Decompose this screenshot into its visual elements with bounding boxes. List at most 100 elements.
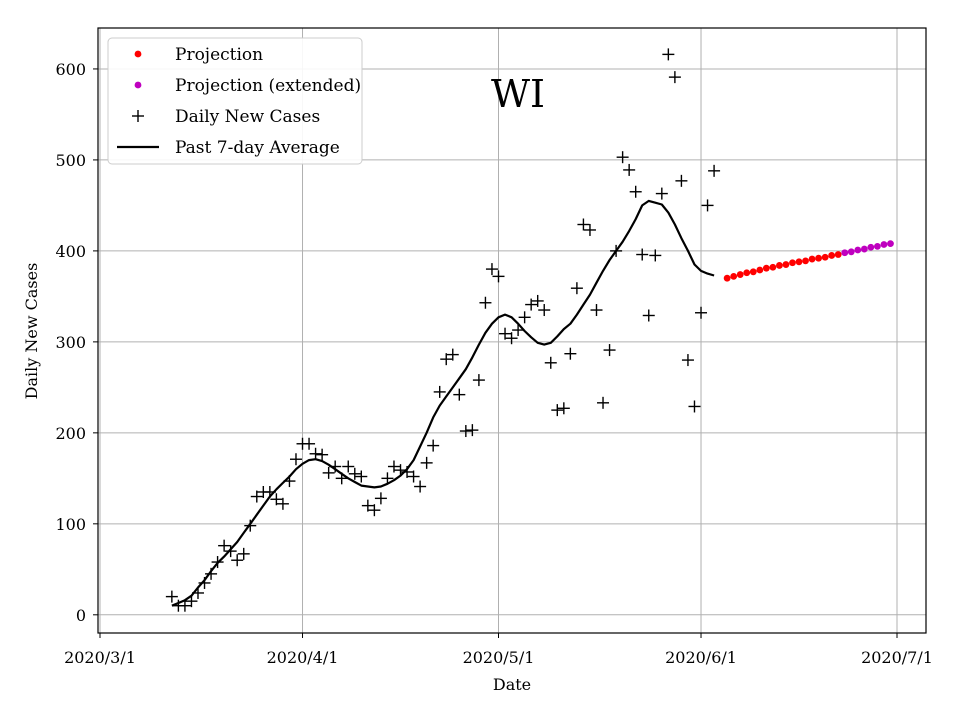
projection-point [730, 272, 738, 280]
daily-case-point [531, 294, 544, 307]
x-tick-label: 2020/3/1 [64, 648, 136, 667]
daily-case-point [250, 490, 263, 503]
daily-case-point [629, 185, 642, 198]
daily-case-point [289, 453, 302, 466]
daily-case-point [198, 576, 211, 589]
daily-case-point [263, 485, 276, 498]
daily-case-point [708, 164, 721, 177]
y-axis-label: Daily New Cases [22, 263, 41, 400]
daily-case-point [374, 492, 387, 505]
daily-case-point [394, 464, 407, 477]
projection-point [795, 258, 803, 266]
projection-extended-point [841, 249, 849, 257]
projection-extended-point [874, 242, 881, 250]
legend-dot-icon [134, 81, 142, 89]
daily-case-point [557, 402, 570, 415]
projection-point [743, 269, 751, 277]
daily-case-point [616, 151, 629, 164]
daily-case-point [564, 347, 577, 360]
daily-case-point [309, 447, 322, 460]
daily-case-point [368, 504, 381, 517]
daily-case-point [407, 470, 420, 483]
daily-case-point [205, 567, 218, 580]
x-axis-label: Date [493, 675, 531, 694]
daily-case-point [459, 425, 472, 438]
daily-case-point [551, 404, 564, 417]
x-tick-label: 2020/4/1 [267, 648, 339, 667]
y-tick-label: 0 [76, 606, 86, 625]
daily-case-point [518, 311, 531, 324]
daily-case-point [610, 244, 623, 257]
daily-case-point [485, 263, 498, 276]
legend-plus-icon [132, 110, 144, 122]
y-tick-label: 600 [55, 60, 86, 79]
projection-point [723, 274, 731, 282]
daily-case-point [701, 199, 714, 212]
daily-case-point [642, 309, 655, 322]
daily-case-point [544, 356, 557, 369]
x-tick-label: 2020/5/1 [463, 648, 535, 667]
daily-case-point [211, 556, 224, 569]
x-tick-label: 2020/6/1 [665, 648, 737, 667]
projection-extended-point [880, 241, 888, 248]
projection-point [821, 253, 829, 261]
x-tick-label: 2020/7/1 [861, 648, 933, 667]
daily-case-point [479, 296, 492, 309]
legend-label: Projection (extended) [175, 76, 361, 96]
daily-case-point [185, 595, 198, 608]
projection-point [815, 254, 823, 262]
daily-case-point [583, 223, 596, 236]
legend-label: Daily New Cases [175, 107, 320, 127]
daily-case-point [237, 547, 250, 560]
daily-case-point [492, 270, 505, 283]
projection-point [834, 251, 842, 258]
daily-case-point [538, 304, 551, 317]
projection-extended-point [854, 246, 862, 254]
projection-point [782, 261, 790, 268]
y-tick-label: 300 [55, 333, 86, 352]
daily-case-point [570, 282, 583, 295]
daily-case-point [466, 424, 479, 437]
projection-point [769, 263, 777, 271]
daily-case-point [218, 539, 231, 552]
projection-point [776, 262, 783, 269]
gridlines [98, 28, 926, 633]
daily-case-point [427, 439, 440, 452]
projection-point [749, 268, 757, 276]
daily-case-point [414, 480, 427, 493]
projection-point [802, 257, 809, 265]
daily-case-point [244, 519, 257, 532]
daily-case-point [525, 298, 538, 311]
projection-point [762, 264, 770, 272]
projection-extended-point [860, 245, 868, 253]
daily-case-point [446, 348, 459, 361]
legend-dot-icon [134, 50, 142, 58]
projection-point [736, 271, 744, 278]
legend-box [107, 37, 363, 165]
daily-case-point [603, 344, 616, 357]
daily-case-point [316, 448, 329, 461]
daily-case-point [231, 554, 244, 567]
daily-case-point [355, 470, 368, 483]
daily-case-point [662, 48, 675, 61]
daily-case-point [675, 174, 688, 187]
axis-ticks: 2020/3/1 2020/4/1 2020/5/1 2020/6/1 2020/7/1… [55, 60, 932, 667]
chart-title: WI [491, 72, 545, 116]
daily-case-point [597, 396, 610, 409]
projection-point [808, 255, 816, 263]
daily-case-point [401, 465, 414, 478]
daily-case-point [191, 586, 204, 599]
daily-case-point [420, 456, 433, 469]
daily-case-point [224, 545, 237, 558]
daily-case-point [655, 187, 668, 200]
plot-series [165, 48, 894, 612]
daily-case-point [472, 374, 485, 387]
daily-case-point [649, 249, 662, 262]
legend-label: Past 7-day Average [175, 138, 340, 158]
daily-case-point [681, 354, 694, 367]
daily-case-point [387, 460, 400, 473]
y-tick-label: 500 [55, 151, 86, 170]
y-tick-label: 400 [55, 242, 86, 261]
daily-case-point [165, 590, 178, 603]
